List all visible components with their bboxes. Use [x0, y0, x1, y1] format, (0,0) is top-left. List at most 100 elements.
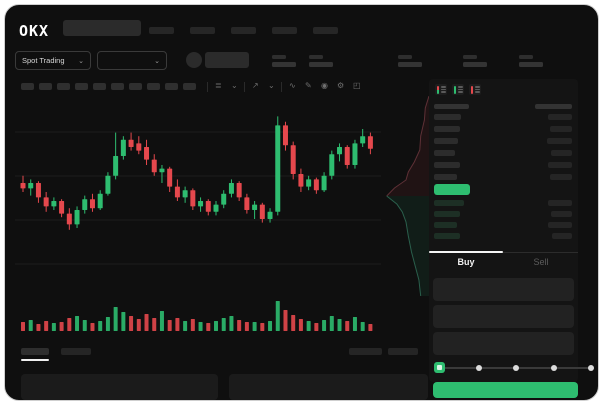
slider-stop-dot[interactable] [475, 365, 482, 371]
toolbar-divider [281, 82, 282, 92]
candlestick-chart[interactable] [15, 97, 381, 337]
toolbar-item-placeholder[interactable] [39, 83, 52, 90]
nav-item-placeholder[interactable] [313, 27, 338, 34]
bottom-tab[interactable] [61, 348, 91, 355]
bid-row-price[interactable] [434, 211, 460, 217]
toggle-lines [474, 86, 480, 93]
toolbar-item-placeholder[interactable] [93, 83, 106, 90]
submit-buy-button[interactable] [433, 382, 578, 398]
bottom-tab-active[interactable] [21, 348, 49, 355]
slider-stop-dot[interactable] [513, 365, 519, 371]
stat-label-placeholder [519, 55, 533, 59]
pair-selector-dropdown[interactable]: ⌄ [97, 51, 167, 70]
toggle-lines [457, 86, 463, 93]
chart-type-icon[interactable]: ≣ [215, 81, 222, 90]
toggle-line [457, 86, 463, 88]
stat-value-placeholder [463, 62, 487, 67]
orderbook-header-right [535, 104, 572, 109]
stat-value-placeholder [272, 62, 296, 67]
tab-buy[interactable]: Buy [457, 257, 475, 267]
chevron-down-icon: ⌄ [154, 57, 160, 65]
slider-stop-dot[interactable] [588, 365, 594, 371]
orderbook-header-left [434, 104, 469, 109]
ask-row-price[interactable] [434, 138, 458, 144]
nav-item-placeholder[interactable] [231, 27, 256, 34]
toolbar-item-placeholder[interactable] [57, 83, 70, 90]
line-style-icon[interactable]: ↗ [252, 81, 259, 90]
draw-icon[interactable]: ✎ [305, 81, 312, 90]
ask-row-price[interactable] [434, 150, 455, 156]
pair-name-placeholder [205, 52, 249, 68]
camera-icon[interactable]: ◉ [321, 81, 328, 90]
ask-row-price[interactable] [434, 162, 460, 168]
bid-row-price[interactable] [434, 222, 457, 228]
stat-label-placeholder [398, 55, 412, 59]
fullscreen-icon[interactable]: ◰ [353, 81, 361, 90]
bid-row-amount[interactable] [551, 211, 572, 217]
orderbook-asks-view[interactable] [469, 84, 481, 95]
amount-slider-handle[interactable] [434, 362, 445, 373]
ask-row-amount[interactable] [548, 162, 572, 168]
bottom-tab-indicator [21, 359, 49, 361]
toolbar-item-placeholder[interactable] [75, 83, 88, 90]
toggle-color-column [436, 85, 439, 94]
stat-group [519, 55, 543, 67]
nav-item-placeholder[interactable] [190, 27, 215, 34]
ask-row-amount[interactable] [547, 138, 572, 144]
bottom-action-placeholder[interactable] [388, 348, 418, 355]
stat-value-placeholder [519, 62, 543, 67]
slider-stop-dot[interactable] [550, 365, 557, 371]
bid-row-amount[interactable] [548, 200, 572, 206]
nav-item-placeholder[interactable] [272, 27, 297, 34]
toggle-color-segment [436, 85, 439, 90]
toolbar-item-placeholder[interactable] [183, 83, 196, 90]
toggle-color-segment [470, 85, 473, 94]
orderbook-both-view[interactable] [435, 84, 447, 95]
ask-row-price[interactable] [434, 174, 457, 180]
bottom-action-placeholder[interactable] [349, 348, 382, 355]
toolbar-item-placeholder[interactable] [165, 83, 178, 90]
stat-value-placeholder [309, 62, 333, 67]
settings-icon[interactable]: ⚙ [337, 81, 345, 90]
bid-row-price[interactable] [434, 233, 460, 239]
ask-row-price[interactable] [434, 126, 460, 132]
order-input-field[interactable] [433, 332, 574, 355]
toggle-color-segment [453, 85, 456, 94]
order-input-field[interactable] [433, 305, 574, 328]
stat-label-placeholder [309, 55, 323, 59]
market-type-dropdown[interactable]: Spot Trading ⌄ [15, 51, 91, 70]
bid-row-amount[interactable] [548, 222, 572, 228]
depth-chart [386, 96, 429, 296]
coin-icon [186, 52, 202, 68]
ask-row-amount[interactable] [550, 174, 572, 180]
last-price-bar [434, 184, 470, 195]
bid-row-amount[interactable] [552, 233, 572, 239]
market-type-label: Spot Trading [22, 56, 65, 65]
indicator-icon[interactable]: ∿ [289, 81, 296, 90]
toolbar-item-placeholder[interactable] [21, 83, 34, 90]
ask-row-amount[interactable] [550, 126, 572, 132]
chevron-down-icon[interactable]: ⌄ [231, 81, 238, 90]
toolbar-item-placeholder[interactable] [129, 83, 142, 90]
toolbar-item-placeholder[interactable] [111, 83, 124, 90]
stat-group [309, 55, 333, 67]
bid-row-price[interactable] [434, 200, 464, 206]
app-window: OKX Spot Trading ⌄ ⌄ Buy Sell [4, 4, 599, 401]
stat-value-placeholder [398, 62, 422, 67]
stat-group [272, 55, 296, 67]
ask-row-amount[interactable] [548, 114, 572, 120]
search-input[interactable] [63, 20, 141, 36]
orderbook-bids-view[interactable] [452, 84, 464, 95]
ask-row-amount[interactable] [551, 150, 572, 156]
toggle-color-column [453, 85, 456, 94]
order-input-field[interactable] [433, 278, 574, 301]
toggle-lines [440, 86, 446, 93]
toolbar-item-placeholder[interactable] [147, 83, 160, 90]
ask-row-price[interactable] [434, 114, 461, 120]
toolbar-divider [244, 82, 245, 92]
toggle-line [474, 86, 480, 88]
nav-item-placeholder[interactable] [149, 27, 174, 34]
chevron-down-icon[interactable]: ⌄ [268, 81, 275, 90]
tab-sell[interactable]: Sell [533, 257, 549, 267]
